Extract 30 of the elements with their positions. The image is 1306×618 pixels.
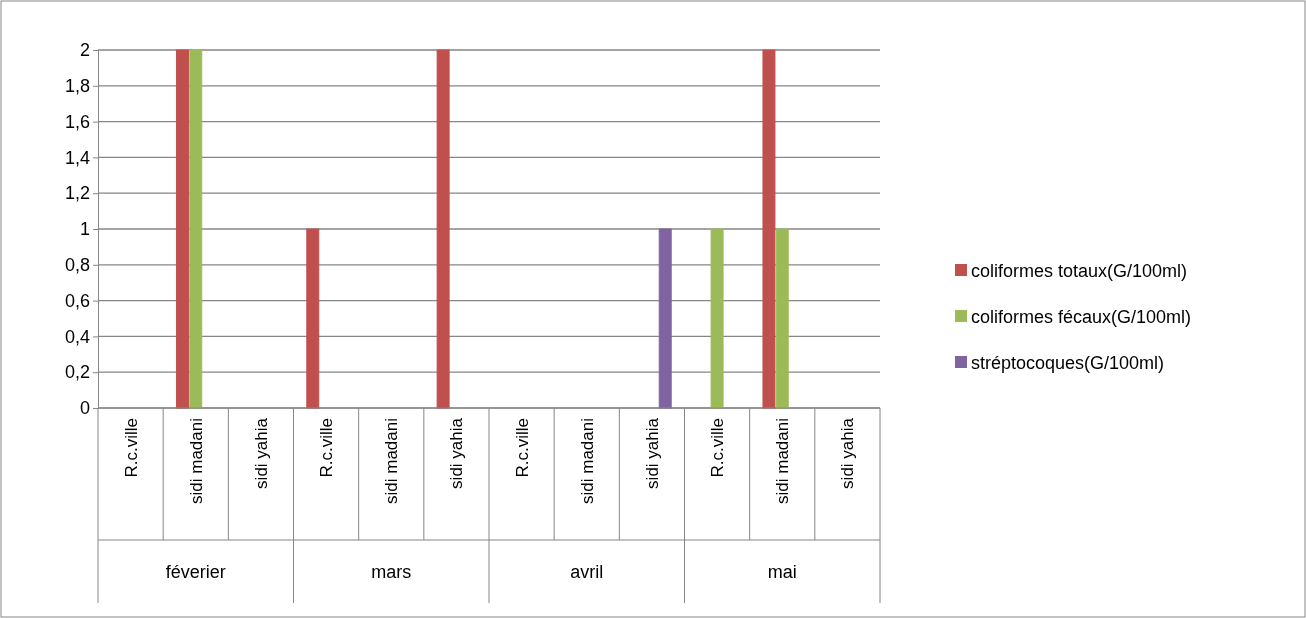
x-tick-label: sidi madani	[773, 418, 793, 504]
y-tick-label: 0,8	[64, 255, 90, 276]
y-tick-label: 1,4	[64, 147, 90, 168]
x-tick-label: sidi yahia	[447, 417, 467, 489]
y-tick-label: 0,4	[64, 326, 90, 347]
y-tick-label: 1	[79, 219, 90, 240]
x-tick-label: R.c.ville	[121, 418, 141, 478]
y-tick-label: 2	[79, 40, 90, 61]
y-tick-label: 1,6	[64, 111, 90, 132]
y-tick-label: 0,2	[64, 362, 90, 383]
text: féverier	[165, 562, 226, 582]
y-tick-label: 0,6	[64, 290, 90, 311]
x-tick-label: sidi yahia	[642, 417, 662, 489]
text: avril	[570, 562, 604, 582]
legend-label: coliformes totaux(G/100ml)	[971, 261, 1188, 281]
y-tick-label: 1,2	[64, 183, 90, 204]
legend-label: stréptocoques(G/100ml)	[971, 353, 1165, 373]
x-tick-label: sidi yahia	[251, 417, 271, 489]
x-tick-label: sidi yahia	[838, 417, 858, 489]
x-tick-label: sidi madani	[186, 418, 206, 504]
x-tick-label: R.c.ville	[317, 418, 337, 478]
text: mars	[371, 562, 412, 582]
x-tick-label: R.c.ville	[512, 418, 532, 478]
legend-label: coliformes fécaux(G/100ml)	[971, 307, 1192, 327]
x-tick-label: R.c.ville	[708, 418, 728, 478]
y-tick-label: 0	[79, 398, 90, 419]
x-tick-label: sidi madani	[577, 418, 597, 504]
text: mai	[767, 562, 797, 582]
y-tick-label: 1,8	[64, 76, 90, 97]
x-tick-label: sidi madani	[382, 418, 402, 504]
